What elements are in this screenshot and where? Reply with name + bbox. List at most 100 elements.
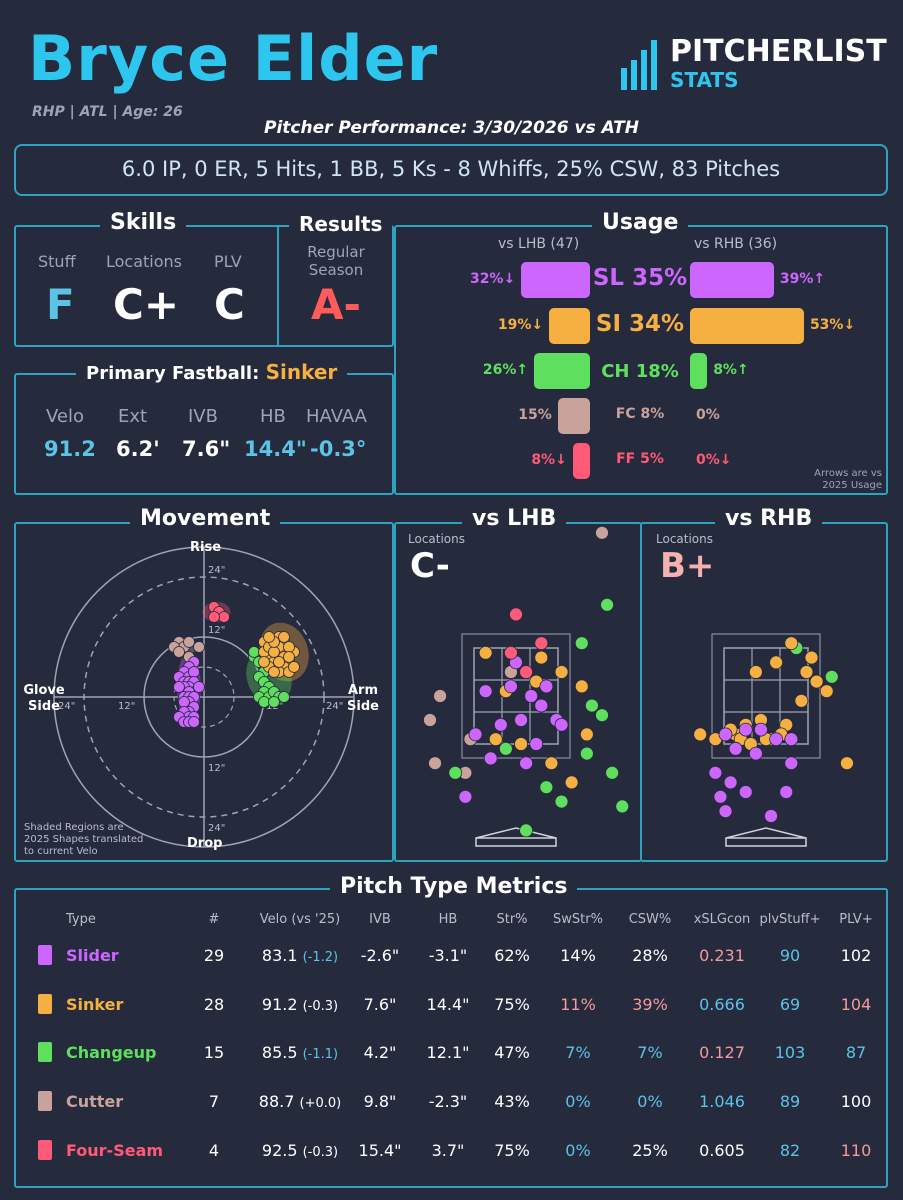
movement-title: Movement	[130, 506, 281, 531]
location-point-slider	[754, 722, 768, 737]
skills-results-divider	[277, 225, 279, 347]
location-point-changeup	[824, 669, 839, 684]
location-point-sinker	[544, 756, 559, 771]
location-point-cutter	[433, 689, 447, 703]
usage-rhb-pct: 0%	[696, 407, 720, 423]
usage-bar-rhb	[690, 353, 708, 389]
location-point-sinker	[769, 655, 784, 670]
table-cell: 12.1"	[426, 1043, 470, 1062]
table-cell: 83.1 (-1.2)	[262, 946, 338, 965]
location-point-slider	[784, 732, 799, 747]
fb-velo-label: Velo	[46, 406, 85, 427]
lhb-location-plot	[423, 525, 630, 847]
summary-box: 6.0 IP, 0 ER, 5 Hits, 1 BB, 5 Ks - 8 Whi…	[14, 144, 888, 196]
velo-delta: (+0.0)	[299, 1096, 342, 1111]
skill-plv-label: PLV	[214, 252, 242, 271]
location-point-changeup	[605, 765, 620, 780]
table-cell: 28%	[632, 946, 668, 965]
logo-text: PITCHERLIST	[670, 34, 887, 69]
velo-delta: (-0.3)	[302, 1145, 339, 1160]
table-header: PLV+	[839, 912, 873, 927]
skill-stuff-label: Stuff	[38, 252, 76, 271]
ring-label: 24"	[208, 565, 225, 576]
velo-delta: (-1.2)	[302, 950, 339, 965]
location-point-slider	[748, 746, 763, 761]
table-header: HB	[438, 912, 458, 927]
table-cell: 103	[774, 1043, 806, 1062]
table-cell: 75%	[494, 1141, 530, 1160]
fb-hb-label: HB	[260, 406, 286, 427]
movement-rise: Rise	[190, 540, 222, 555]
location-point-slider	[784, 756, 799, 771]
pitch-type-name: Changeup	[66, 1043, 157, 1062]
movement-point-cutter	[193, 641, 205, 653]
location-point-fourseam	[504, 645, 518, 660]
usage-lhb-pct: 32%↓	[469, 271, 516, 287]
rhb-location-plot	[693, 633, 854, 847]
table-cell: -2.6"	[360, 946, 400, 965]
logo-bars-icon	[621, 40, 657, 90]
location-point-cutter	[423, 713, 437, 727]
movement-point-sinker	[263, 631, 275, 643]
location-point-slider	[764, 809, 778, 823]
location-point-sinker	[574, 679, 589, 694]
movement-plot: 24"12"12"24"24"12"12"24"	[53, 546, 355, 848]
usage-title: Usage	[592, 210, 689, 235]
location-point-slider	[493, 717, 508, 732]
location-point-slider	[478, 684, 493, 699]
location-point-slider	[504, 679, 518, 694]
usage-bar-lhb	[557, 398, 590, 434]
table-cell: 28	[203, 995, 225, 1014]
location-point-changeup	[498, 741, 513, 756]
table-header: Velo (vs '25)	[259, 912, 341, 927]
location-point-changeup	[574, 636, 589, 651]
table-cell: 1.046	[699, 1092, 745, 1111]
location-point-slider	[779, 785, 794, 799]
results-label: Regular Season	[307, 243, 365, 279]
table-cell: 3.7"	[431, 1141, 465, 1160]
usage-pitch-label: FC 8%	[615, 406, 665, 422]
velo-delta: (-0.3)	[302, 999, 339, 1014]
movement-point-changeup	[268, 696, 280, 708]
table-cell: 75%	[494, 995, 530, 1014]
pitch-swatch	[38, 1091, 52, 1111]
table-cell: 0%	[637, 1092, 663, 1111]
pitch-type-name: Slider	[66, 946, 119, 965]
usage-bar-rhb	[690, 308, 804, 344]
table-cell: 89	[779, 1092, 801, 1111]
shadow-zone	[711, 633, 821, 759]
table-header: Str%	[496, 912, 528, 927]
movement-point-slider	[188, 666, 200, 678]
location-point-changeup	[579, 746, 594, 761]
location-point-sinker	[840, 756, 854, 771]
usage-note: Arrows are vs 2025 Usage	[814, 468, 882, 491]
location-point-sinker	[579, 727, 594, 742]
table-cell: 0.666	[699, 995, 745, 1014]
location-point-sinker	[809, 674, 824, 689]
lhb-loc-grade: C-	[410, 546, 450, 586]
pitch-type-name: Four-Seam	[66, 1141, 164, 1160]
logo: PITCHERLIST STATS	[618, 34, 888, 98]
ring-label: 24"	[208, 823, 225, 834]
location-point-slider	[769, 732, 784, 747]
location-point-slider	[718, 727, 733, 742]
usage-rhb-pct: 8%↑	[713, 362, 749, 378]
ring-label: 12"	[118, 701, 135, 712]
usage-rhb-pct: 39%↑	[779, 271, 826, 287]
fb-velo-value: 91.2	[44, 437, 96, 461]
velo-value: 91.2	[261, 995, 303, 1014]
table-cell: -2.3"	[428, 1092, 468, 1111]
fastball-title: Primary Fastball: Sinker	[76, 360, 348, 384]
skills-box	[14, 225, 394, 347]
location-point-sinker	[514, 737, 528, 751]
location-point-sinker	[794, 693, 809, 708]
table-cell: 11%	[560, 995, 596, 1014]
location-point-sinker	[784, 636, 799, 651]
location-point-changeup	[554, 794, 569, 809]
table-cell: 7	[208, 1092, 220, 1111]
movement-point-sinker	[283, 641, 295, 653]
movement-point-sinker	[258, 656, 270, 668]
skill-locations-label: Locations	[106, 252, 183, 271]
movement-point-changeup	[248, 646, 260, 658]
velo-delta: (-1.1)	[302, 1047, 339, 1062]
